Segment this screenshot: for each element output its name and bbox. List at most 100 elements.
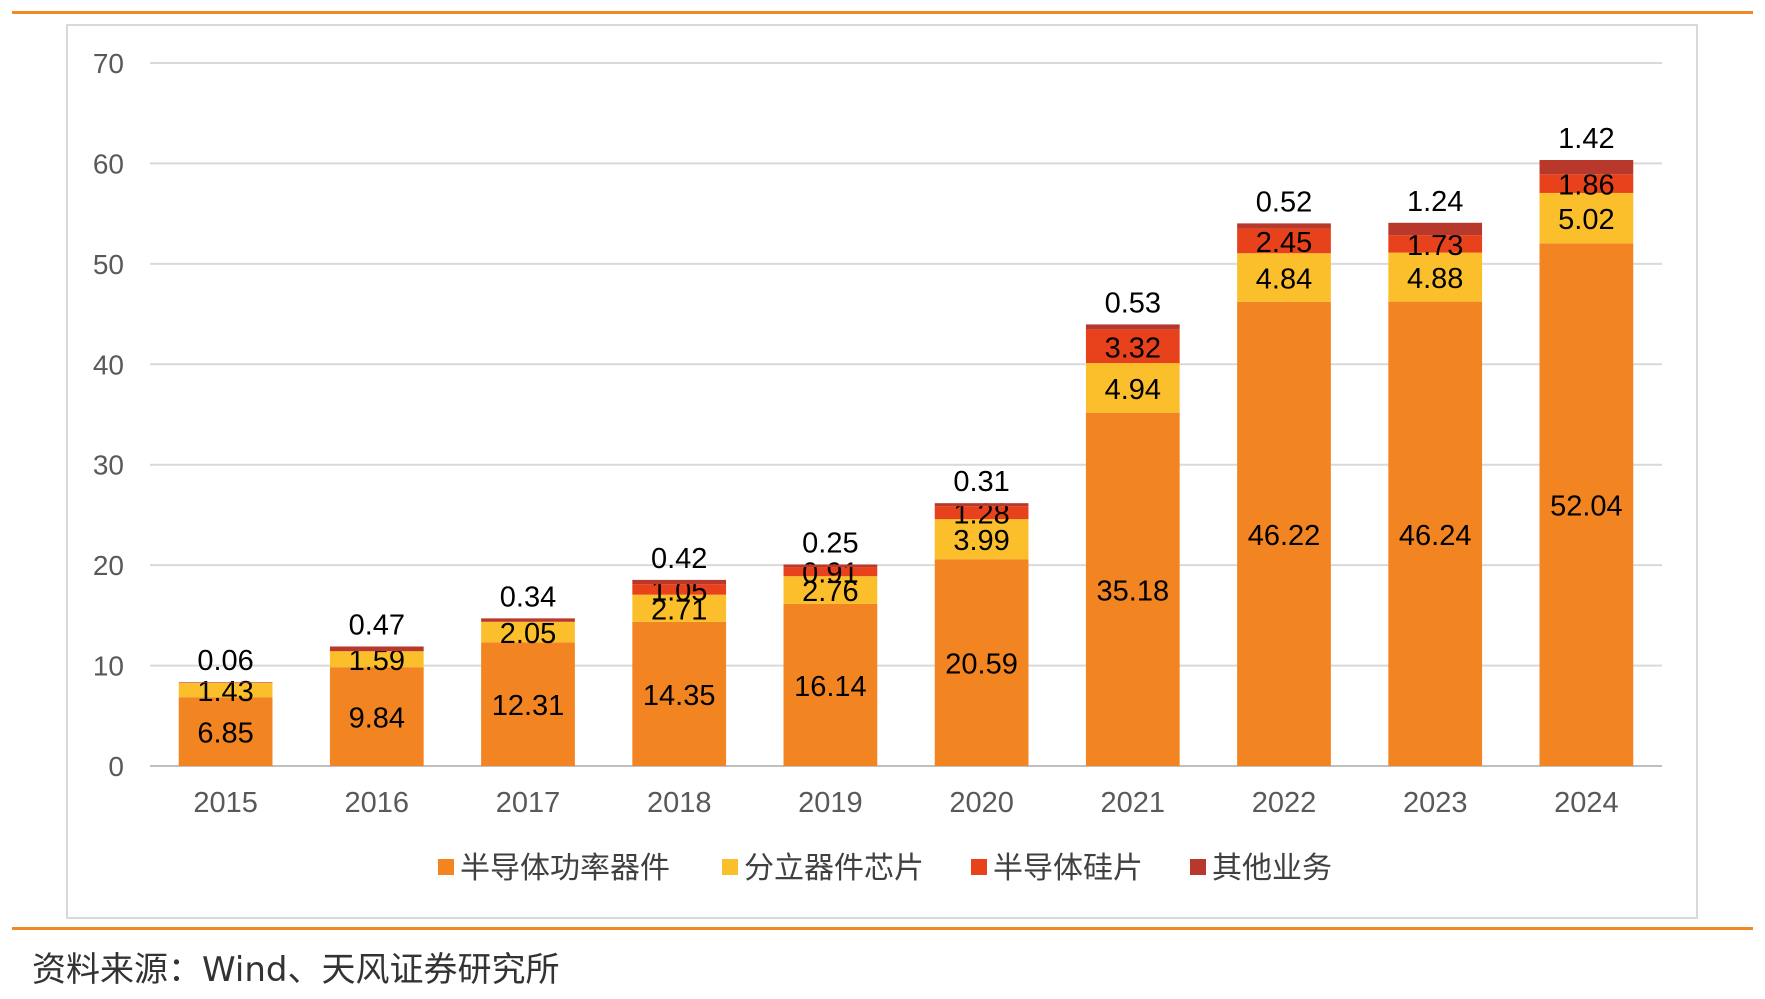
- data-label: 46.24: [1399, 520, 1472, 552]
- y-tick-label: 70: [93, 48, 124, 79]
- x-tick-label: 2020: [949, 787, 1014, 819]
- legend-label: 半导体功率器件: [460, 851, 670, 886]
- bar-segment: [329, 667, 424, 766]
- bar-segment: [178, 697, 273, 766]
- data-label: 1.43: [197, 676, 253, 708]
- bar-segment: [632, 584, 727, 595]
- data-label: 3.99: [953, 525, 1009, 557]
- legend-swatch: [1190, 859, 1206, 875]
- data-label: 0.52: [1256, 186, 1312, 218]
- bar-segment: [934, 503, 1029, 507]
- top-rule: [12, 11, 1753, 14]
- bar-segment: [783, 603, 878, 766]
- y-tick-label: 10: [93, 651, 124, 682]
- bar-segment: [934, 559, 1029, 766]
- bar-segment: [783, 567, 878, 577]
- data-label: 0.06: [197, 645, 253, 677]
- bar-segment: [1237, 253, 1331, 302]
- data-label: 2.76: [802, 576, 858, 608]
- data-label: 4.94: [1105, 374, 1161, 406]
- bar-segment: [1085, 412, 1180, 766]
- bar-segment: [1388, 235, 1483, 253]
- data-label: 0.53: [1105, 287, 1161, 319]
- data-label: 4.84: [1256, 264, 1312, 296]
- data-label: 12.31: [492, 690, 565, 722]
- bar-segment: [1085, 363, 1180, 413]
- data-label: 2.05: [500, 618, 556, 650]
- bar-segment: [481, 642, 575, 766]
- bar-segment: [632, 621, 727, 766]
- data-label: 0.91: [802, 558, 858, 590]
- x-tick-label: 2023: [1403, 787, 1468, 819]
- data-label: 0.42: [651, 543, 707, 575]
- bar-segment: [1539, 174, 1634, 193]
- y-tick-label: 20: [93, 550, 124, 581]
- x-tick-label: 2016: [345, 787, 410, 819]
- bar-segment: [1539, 160, 1634, 175]
- bar-segment: [329, 651, 424, 668]
- bar-segment: [1085, 324, 1180, 330]
- bar-segment: [934, 519, 1029, 560]
- data-label: 3.32: [1105, 332, 1161, 364]
- y-tick-label: 30: [93, 450, 124, 481]
- data-label: 5.02: [1558, 204, 1614, 236]
- data-label: 20.59: [945, 649, 1018, 681]
- y-tick-label: 60: [93, 148, 124, 179]
- data-label: 1.73: [1407, 230, 1463, 262]
- bar-segment: [783, 564, 878, 568]
- bar-segment: [1539, 243, 1634, 766]
- data-label: 0.34: [500, 581, 556, 613]
- bar-segment: [783, 576, 878, 604]
- data-label: 2.71: [651, 594, 707, 626]
- bar-segment: [632, 579, 727, 585]
- legend-swatch: [971, 859, 987, 875]
- x-tick-label: 2015: [193, 787, 258, 819]
- chart-frame: [66, 24, 1698, 919]
- x-tick-label: 2024: [1554, 787, 1619, 819]
- bar-segment: [1388, 222, 1483, 236]
- y-tick-label: 50: [93, 249, 124, 280]
- x-tick-label: 2021: [1101, 787, 1166, 819]
- bar-segment: [481, 621, 575, 643]
- bar-segment: [934, 506, 1029, 520]
- bar-segment: [1237, 228, 1331, 254]
- data-label: 35.18: [1097, 575, 1170, 607]
- bar-segment: [1388, 301, 1483, 766]
- bar-segment: [481, 618, 575, 622]
- legend-label: 分立器件芯片: [744, 851, 924, 886]
- bar-segment: [1539, 192, 1634, 244]
- data-label: 1.24: [1407, 186, 1463, 218]
- data-label: 0.31: [953, 466, 1009, 498]
- bottom-rule: [12, 927, 1753, 930]
- data-label: 6.85: [197, 718, 253, 750]
- bar-segment: [178, 682, 273, 698]
- bar-segment: [1237, 223, 1331, 229]
- data-label: 46.22: [1248, 520, 1321, 552]
- y-tick-label: 0: [108, 751, 124, 782]
- data-label: 0.47: [349, 609, 405, 641]
- x-tick-label: 2018: [647, 787, 712, 819]
- data-label: 1.86: [1558, 170, 1614, 202]
- stacked-bar-chart: 0102030405060706.851.430.0620159.841.590…: [93, 48, 1662, 886]
- x-tick-label: 2022: [1252, 787, 1317, 819]
- data-label: 4.88: [1407, 263, 1463, 295]
- legend-swatch: [438, 859, 454, 875]
- x-tick-label: 2017: [496, 787, 561, 819]
- data-label: 1.42: [1558, 123, 1614, 155]
- bar-segment: [178, 682, 273, 683]
- data-label: 16.14: [794, 671, 867, 703]
- source-note: 资料来源：Wind、天风证券研究所: [32, 950, 560, 990]
- x-tick-label: 2019: [798, 787, 863, 819]
- data-label: 2.45: [1256, 227, 1312, 259]
- bar-segment: [1388, 252, 1483, 302]
- bar-segment: [632, 594, 727, 622]
- legend-label: 半导体硅片: [993, 851, 1143, 886]
- bar-segment: [1237, 301, 1331, 766]
- data-label: 52.04: [1550, 491, 1623, 523]
- bar-segment: [329, 646, 424, 652]
- legend-label: 其他业务: [1212, 851, 1332, 886]
- bar-segment: [1085, 329, 1180, 364]
- legend-swatch: [722, 859, 738, 875]
- y-tick-label: 40: [93, 349, 124, 380]
- data-label: 14.35: [643, 680, 716, 712]
